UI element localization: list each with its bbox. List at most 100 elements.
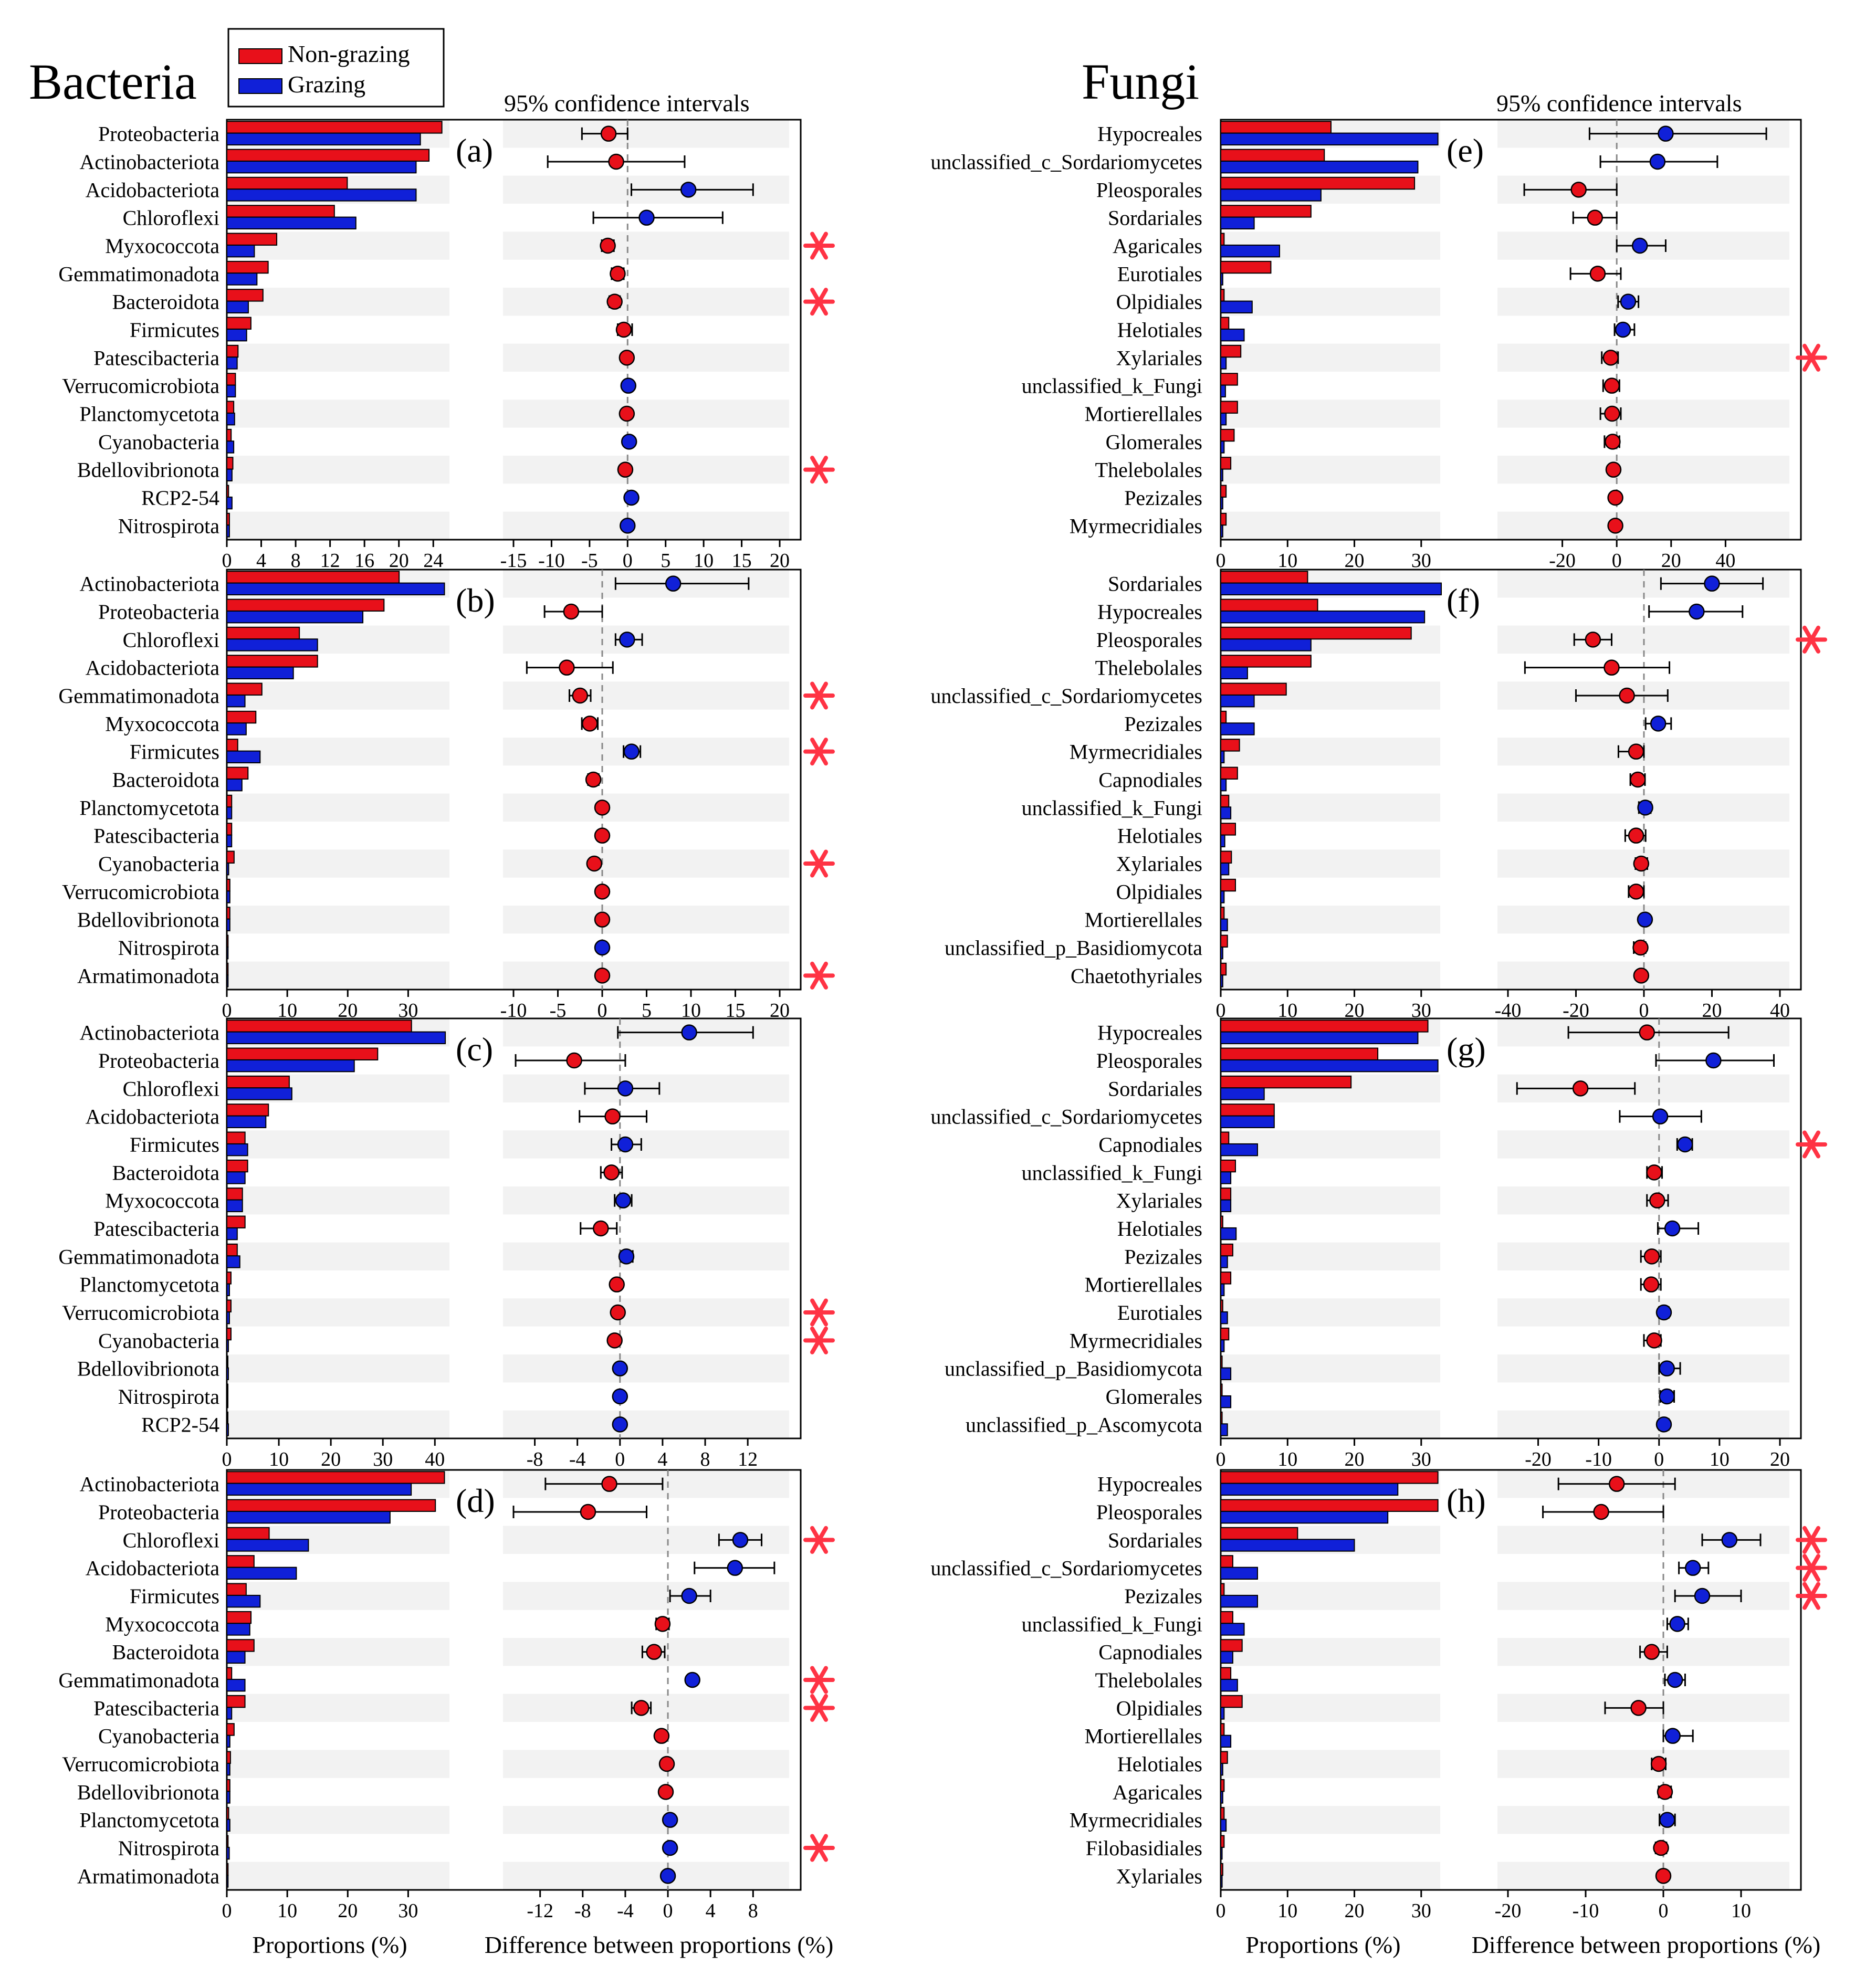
bar-grazing	[1220, 272, 1223, 286]
bar-grazing	[1220, 1594, 1258, 1608]
diff-point	[610, 1304, 626, 1321]
diff-point	[1630, 1700, 1647, 1716]
bar-non-grazing	[226, 934, 229, 948]
band-diff	[503, 343, 789, 372]
bar-non-grazing	[1220, 1499, 1439, 1512]
diff-tick-label: -10	[1573, 1900, 1599, 1922]
prop-tick-label: 20	[338, 1900, 358, 1922]
bar-grazing	[1220, 1199, 1232, 1213]
category-label: Chloroflexi	[123, 1077, 219, 1100]
diff-point	[623, 743, 640, 760]
bar-grazing	[226, 328, 247, 342]
band-diff	[1497, 1354, 1789, 1383]
bacteria-xlabel-proportions: Proportions (%)	[252, 1931, 407, 1958]
bar-non-grazing	[1220, 907, 1225, 920]
band-bar	[1221, 1410, 1440, 1438]
band-diff	[1497, 1582, 1789, 1610]
diff-point	[612, 1360, 628, 1376]
significance-star	[803, 1834, 835, 1862]
bar-grazing	[226, 1059, 355, 1073]
band-diff	[503, 1354, 789, 1383]
diff-tick-label: -4	[569, 1448, 586, 1470]
band-bar	[1221, 1638, 1440, 1666]
diff-point	[612, 1416, 628, 1433]
category-label: Acidobacteriota	[86, 178, 220, 202]
diff-point	[1607, 489, 1623, 506]
band-diff	[503, 849, 789, 878]
diff-point	[1704, 575, 1720, 592]
diff-point	[615, 1192, 632, 1208]
band-bar	[1221, 1694, 1440, 1722]
band-diff	[1497, 288, 1789, 316]
bar-grazing	[226, 300, 249, 313]
diff-tick-label: 0	[1659, 1900, 1669, 1922]
category-label: Cyanobacteria	[98, 1725, 219, 1748]
bar-grazing	[1220, 1115, 1275, 1129]
bar-non-grazing	[1220, 1047, 1379, 1060]
bar-non-grazing	[1220, 850, 1232, 864]
category-label: Bdellovibrionota	[77, 908, 219, 932]
bar-grazing	[1220, 1651, 1233, 1664]
band-bar	[1221, 1806, 1440, 1834]
category-label: Bacteroidota	[112, 1161, 220, 1184]
diff-point	[1633, 855, 1650, 872]
bar-grazing	[1220, 1087, 1265, 1100]
category-label: Bdellovibrionota	[77, 1357, 219, 1381]
bar-grazing	[226, 1339, 229, 1352]
bar-non-grazing	[226, 1299, 232, 1312]
category-label: Glomerales	[1106, 1385, 1202, 1409]
diff-tick-label: -20	[1549, 550, 1576, 572]
category-label: Pezizales	[1124, 1245, 1202, 1268]
category-label: unclassified_k_Fungi	[1022, 374, 1202, 398]
bar-grazing	[1220, 806, 1232, 819]
star-stroke	[810, 849, 828, 878]
band-bar	[1221, 849, 1440, 878]
diff-point	[1650, 1756, 1667, 1772]
category-label: Firmicutes	[130, 740, 219, 764]
diff-tick-label: 20	[1770, 1448, 1790, 1470]
diff-point	[601, 1476, 617, 1492]
bar-grazing	[226, 1483, 412, 1496]
diff-point	[615, 321, 632, 338]
bar-grazing	[1220, 440, 1225, 454]
bar-grazing	[226, 974, 229, 987]
diff-point	[1655, 1304, 1672, 1321]
diff-point	[646, 1644, 662, 1660]
bar-non-grazing	[226, 1019, 412, 1033]
band-diff	[503, 681, 789, 710]
bar-non-grazing	[226, 1355, 228, 1369]
category-label: Thelebolales	[1095, 458, 1202, 482]
bar-grazing	[226, 1115, 267, 1129]
bar-grazing	[226, 1395, 228, 1409]
band-bar	[1221, 288, 1440, 316]
significance-star	[803, 456, 835, 484]
band-diff	[503, 1130, 789, 1159]
bar-grazing	[1220, 834, 1225, 847]
category-label: Actinobacteriota	[79, 572, 219, 596]
diff-point	[658, 1756, 675, 1772]
category-label: Proteobacteria	[98, 1500, 219, 1524]
diff-point	[621, 434, 637, 450]
bar-non-grazing	[226, 1471, 445, 1484]
panel-label: (e)	[1447, 132, 1484, 169]
star-stroke	[810, 1326, 828, 1354]
bar-grazing	[226, 1423, 229, 1436]
category-label: Filobasidiales	[1086, 1836, 1202, 1860]
bar-non-grazing	[1220, 260, 1272, 274]
panel-f: (f)0 10 20 30 -40 -20 0 20 40SordarialesHypocrea…	[930, 569, 1827, 1022]
bar-non-grazing	[1220, 1075, 1352, 1089]
category-label: Bdellovibrionota	[77, 458, 219, 482]
bar-non-grazing	[226, 1639, 255, 1652]
star-stroke	[1802, 1526, 1820, 1554]
bar-grazing	[226, 272, 258, 286]
category-label: Acidobacteriota	[86, 656, 220, 680]
bar-grazing	[226, 750, 261, 763]
band-diff	[503, 456, 789, 484]
band-bar	[1221, 456, 1440, 484]
bar-non-grazing	[1220, 1383, 1223, 1396]
bar-non-grazing	[1220, 1695, 1243, 1708]
category-label: Verrucomicrobiota	[62, 880, 219, 903]
bar-non-grazing	[1220, 1807, 1225, 1820]
star-stroke	[810, 681, 828, 710]
bar-non-grazing	[1220, 1555, 1233, 1568]
